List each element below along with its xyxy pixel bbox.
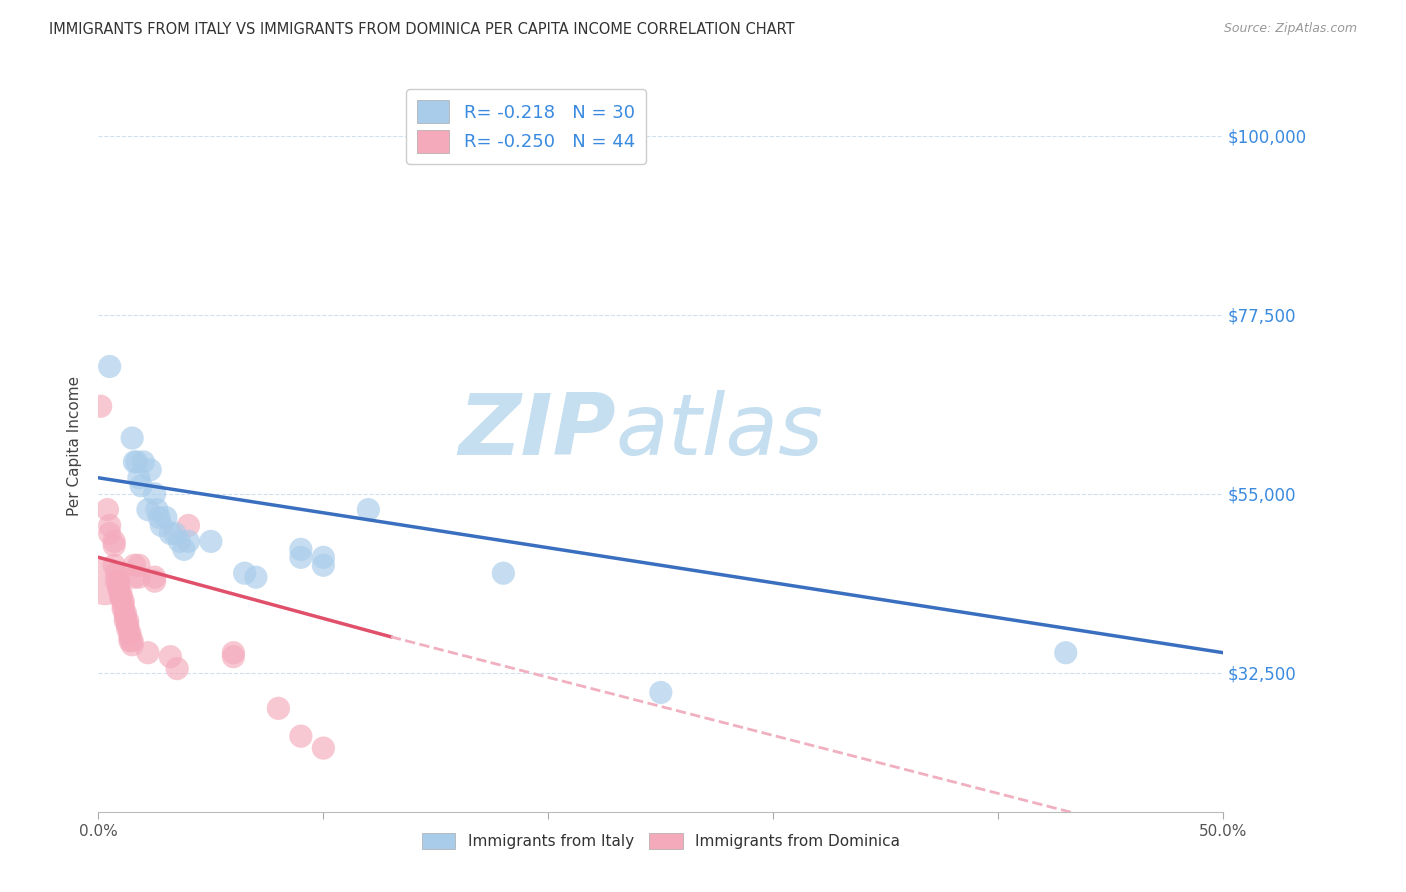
Point (112, 602, 135, 616)
Point (143, 570, 166, 584)
Point (114, 614, 136, 628)
Point (136, 646, 159, 660)
Point (110, 590, 132, 604)
Point (110, 590, 132, 604)
Point (103, 538, 125, 552)
Point (118, 625, 141, 640)
Point (128, 471, 150, 485)
Point (118, 633, 141, 648)
Point (222, 646, 245, 660)
Point (650, 685, 672, 699)
Point (177, 518, 200, 533)
Point (173, 542, 195, 557)
Point (1054, 646, 1077, 660)
Point (159, 649, 181, 664)
Point (357, 502, 380, 516)
Text: IMMIGRANTS FROM ITALY VS IMMIGRANTS FROM DOMINICA PER CAPITA INCOME CORRELATION : IMMIGRANTS FROM ITALY VS IMMIGRANTS FROM… (49, 22, 794, 37)
Point (121, 633, 143, 648)
Point (110, 586, 132, 600)
Point (177, 534, 200, 549)
Point (139, 463, 162, 477)
Point (222, 649, 245, 664)
Point (107, 582, 129, 596)
Point (148, 510, 170, 524)
Y-axis label: Per Capita Income: Per Capita Income (66, 376, 82, 516)
Point (290, 542, 312, 557)
Point (94, 574, 117, 589)
Point (146, 502, 169, 516)
Text: ZIP: ZIP (458, 390, 616, 473)
Point (105, 566, 128, 581)
Point (128, 570, 150, 584)
Point (107, 578, 129, 592)
Point (103, 558, 125, 573)
Point (103, 534, 125, 549)
Point (98, 359, 121, 374)
Point (166, 662, 188, 676)
Point (114, 606, 136, 620)
Point (150, 518, 173, 533)
Point (96, 502, 118, 516)
Point (233, 566, 256, 581)
Point (98, 526, 121, 541)
Point (107, 574, 129, 589)
Point (121, 638, 143, 652)
Point (132, 455, 155, 469)
Point (312, 741, 335, 756)
Point (98, 518, 121, 533)
Point (112, 594, 135, 608)
Point (159, 526, 181, 541)
Point (90, 399, 112, 413)
Point (124, 455, 146, 469)
Point (200, 534, 222, 549)
Point (312, 558, 335, 573)
Legend: Immigrants from Italy, Immigrants from Dominica: Immigrants from Italy, Immigrants from D… (416, 826, 905, 855)
Point (105, 574, 128, 589)
Point (124, 558, 146, 573)
Point (136, 502, 159, 516)
Point (290, 550, 312, 565)
Point (163, 526, 186, 541)
Point (124, 570, 146, 584)
Point (128, 558, 150, 573)
Text: atlas: atlas (616, 390, 824, 473)
Point (121, 431, 143, 445)
Point (112, 598, 135, 612)
Point (117, 622, 139, 636)
Point (118, 630, 141, 644)
Point (169, 534, 191, 549)
Point (245, 570, 267, 584)
Point (267, 701, 290, 715)
Text: Source: ZipAtlas.com: Source: ZipAtlas.com (1223, 22, 1357, 36)
Point (312, 550, 335, 565)
Point (143, 486, 166, 500)
Point (114, 610, 136, 624)
Point (290, 729, 312, 743)
Point (129, 479, 152, 493)
Point (117, 614, 139, 628)
Point (125, 455, 148, 469)
Point (492, 566, 515, 581)
Point (155, 510, 177, 524)
Point (117, 618, 139, 632)
Point (143, 574, 166, 589)
